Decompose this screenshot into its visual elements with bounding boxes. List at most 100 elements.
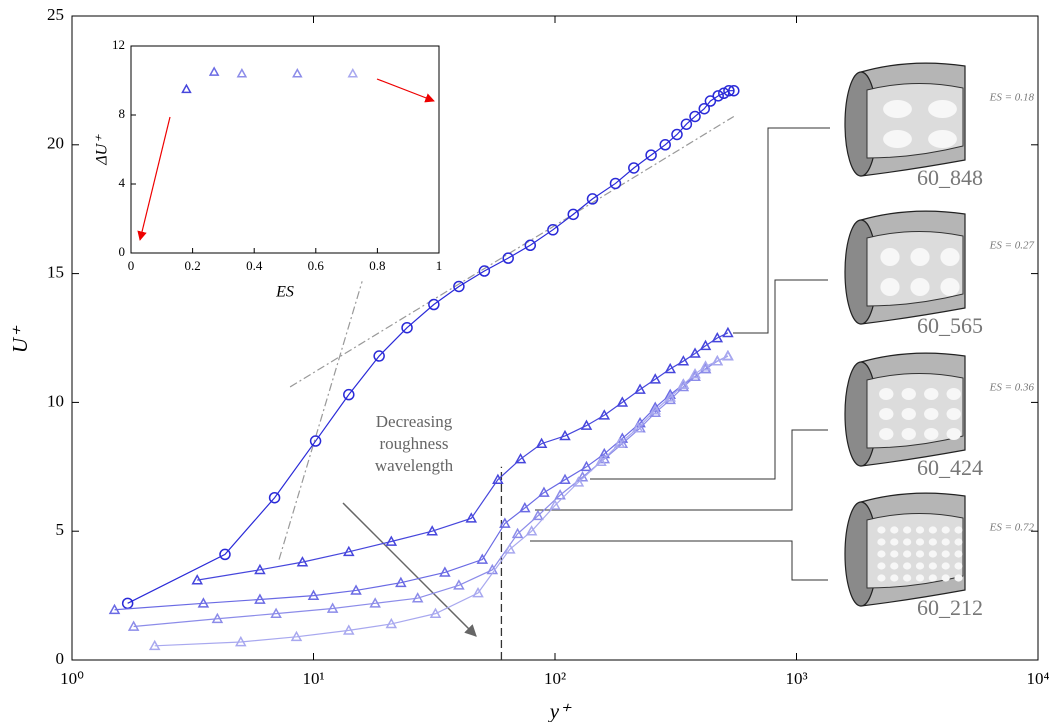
marker xyxy=(689,368,701,379)
marker xyxy=(559,473,571,485)
pipe-texture xyxy=(928,562,937,570)
marker xyxy=(554,489,566,500)
pipe-texture xyxy=(928,538,937,546)
annotation: wavelength xyxy=(375,456,454,475)
x-tick-label: 10¹ xyxy=(302,669,324,688)
marker xyxy=(598,409,611,420)
pipe-texture xyxy=(924,408,939,420)
pipe-texture xyxy=(928,100,957,118)
pipe-texture xyxy=(954,526,963,534)
inset-x-tick-label: 0.8 xyxy=(369,258,385,273)
pipe-texture xyxy=(877,550,886,558)
marker xyxy=(401,321,413,334)
pipe-texture xyxy=(880,248,900,266)
pipe-label: 60_848 xyxy=(917,165,983,190)
marker xyxy=(326,602,339,613)
marker xyxy=(722,349,734,361)
pipe-texture xyxy=(910,278,930,296)
marker xyxy=(254,593,266,604)
x-tick-label: 10⁴ xyxy=(1027,669,1050,688)
marker xyxy=(649,401,661,412)
pipe-texture xyxy=(954,574,963,582)
pipe-texture xyxy=(915,562,925,570)
marker xyxy=(671,128,683,141)
marker xyxy=(711,331,724,343)
marker xyxy=(502,252,514,264)
annotation: Decreasing xyxy=(376,412,453,431)
pipe-texture xyxy=(901,428,916,440)
pipe-texture xyxy=(915,574,925,582)
marker xyxy=(728,84,740,97)
marker xyxy=(698,102,711,115)
marker xyxy=(595,455,607,466)
marker xyxy=(235,635,247,647)
x-tick-label: 10³ xyxy=(785,669,807,688)
marker xyxy=(127,620,140,631)
marker xyxy=(148,639,161,651)
marker xyxy=(628,162,640,174)
pipe-texture xyxy=(940,278,960,296)
marker xyxy=(426,525,438,536)
marker xyxy=(453,579,465,590)
pipe-image xyxy=(844,210,966,325)
marker xyxy=(296,556,309,567)
reference-line xyxy=(278,281,363,560)
inset-x-tick-label: 0.2 xyxy=(184,258,200,273)
inset-y-tick-label: 8 xyxy=(119,106,126,121)
marker xyxy=(645,149,657,161)
inset-x-label: ES xyxy=(275,284,294,301)
marker xyxy=(649,373,661,384)
marker xyxy=(677,355,690,366)
marker xyxy=(704,95,717,107)
marker xyxy=(664,362,676,374)
marker xyxy=(699,339,712,351)
marker xyxy=(270,607,282,618)
inset-x-tick-label: 0.6 xyxy=(308,258,325,273)
pipe-texture xyxy=(903,538,912,546)
marker xyxy=(211,612,224,624)
inset-y-tick-label: 0 xyxy=(119,244,126,259)
pipe-texture xyxy=(954,562,963,570)
marker xyxy=(524,239,537,252)
marker xyxy=(309,435,322,447)
pipe-texture xyxy=(880,278,900,296)
pipe-texture xyxy=(877,538,886,546)
pipe-texture xyxy=(941,562,950,570)
series-line xyxy=(197,332,729,581)
connectors xyxy=(530,127,830,581)
inset-frame xyxy=(130,45,440,254)
pipe-texture xyxy=(928,550,937,558)
marker xyxy=(350,584,362,595)
marker xyxy=(567,208,579,221)
marker xyxy=(580,419,593,430)
series-line xyxy=(133,355,729,628)
pipe-texture xyxy=(901,388,916,400)
inset-arrow xyxy=(137,116,171,241)
marker xyxy=(514,453,527,464)
x-tick-label: 10⁰ xyxy=(60,669,84,688)
inset-y-tick-label: 4 xyxy=(119,175,126,190)
marker xyxy=(439,566,451,577)
inset-marker xyxy=(292,68,303,78)
marker xyxy=(547,224,559,236)
inset-marker xyxy=(208,66,220,76)
pipe-texture xyxy=(954,550,963,558)
pipe-texture xyxy=(877,562,886,570)
marker xyxy=(712,90,724,102)
marker xyxy=(307,589,320,600)
pipe-texture xyxy=(890,538,899,546)
pipe-texture xyxy=(890,562,899,570)
pipe-texture xyxy=(940,248,960,266)
marker xyxy=(586,193,599,205)
marker xyxy=(478,265,491,277)
pipe-texture xyxy=(910,248,930,266)
pipe-texture xyxy=(901,408,916,420)
y-tick-label: 0 xyxy=(56,649,65,668)
marker xyxy=(598,447,611,459)
marker xyxy=(385,535,398,546)
marker xyxy=(677,378,690,389)
pipe-texture xyxy=(879,408,894,420)
series-line xyxy=(114,355,729,611)
pipe-es-label: ES = 0.27 xyxy=(989,240,1035,252)
